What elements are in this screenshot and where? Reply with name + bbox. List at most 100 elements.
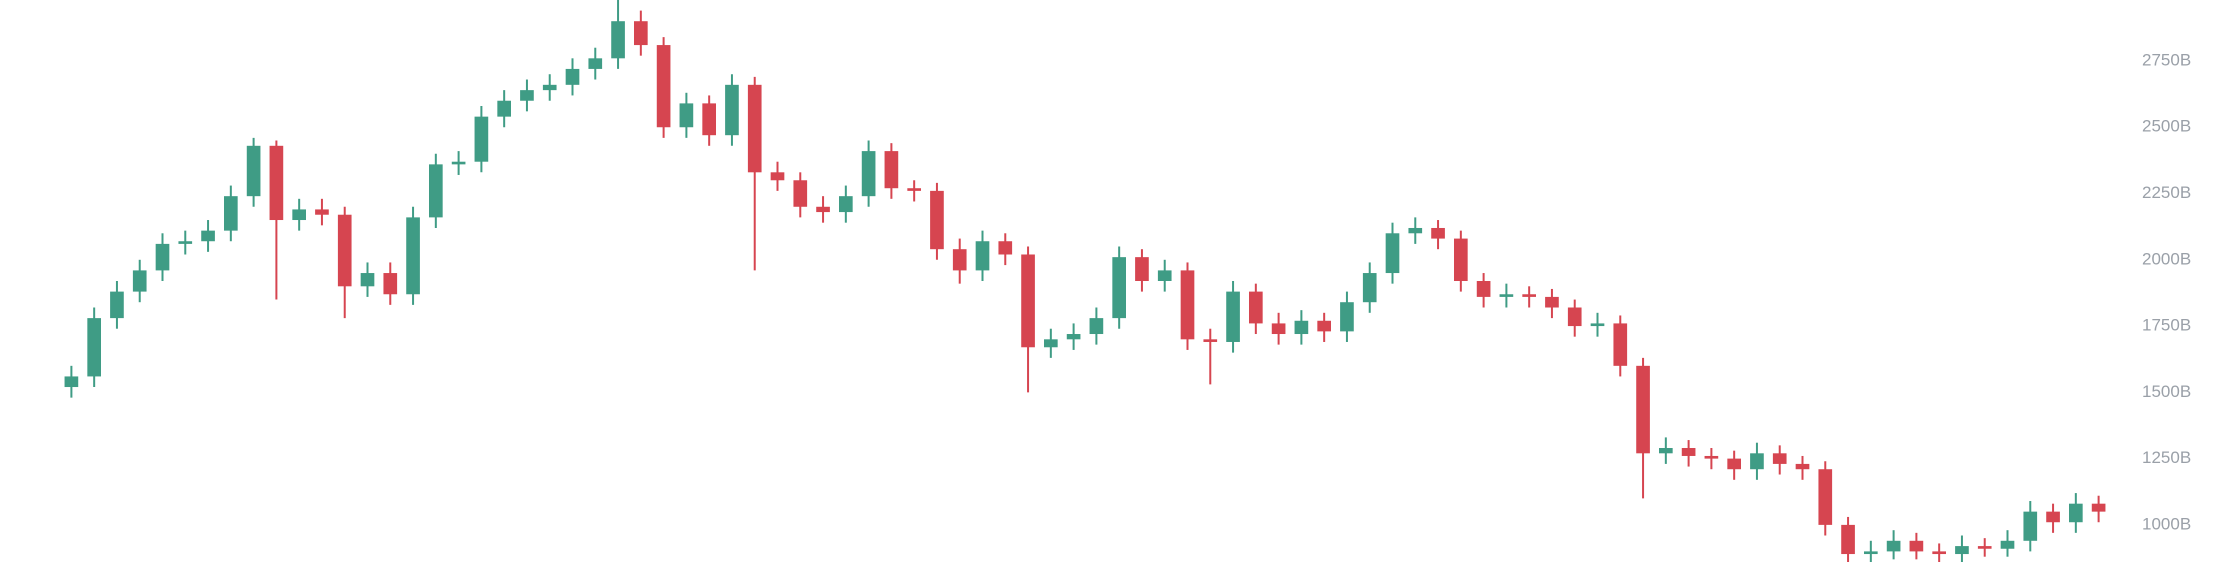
candle-body [292, 209, 306, 221]
candle-body [542, 84, 557, 91]
y-tick-label: 1750B [2142, 316, 2191, 335]
candle-body [1454, 238, 1468, 281]
candle-body [1841, 524, 1855, 555]
candle-body [656, 45, 671, 128]
candle-body [87, 318, 101, 377]
candle-body [201, 230, 215, 242]
candle-body [2023, 511, 2038, 541]
candle-body [406, 217, 420, 295]
candle-body [383, 273, 398, 295]
candle-body [1886, 540, 1901, 552]
candle-body [1476, 281, 1491, 297]
candle-body [246, 145, 261, 197]
y-tick-label: 1500B [2142, 382, 2191, 401]
candle-body [884, 151, 899, 189]
candle-body [1977, 546, 1992, 549]
candle-body [1408, 227, 1423, 234]
candle-body [907, 188, 921, 191]
candle-body [337, 214, 352, 287]
candle-body [1362, 273, 1377, 303]
candle-body [725, 84, 739, 136]
y-tick-label: 2750B [2142, 50, 2191, 69]
candle-body [224, 196, 238, 231]
candle-body [1636, 365, 1650, 454]
candle-body [1704, 455, 1719, 459]
candle-body [1385, 233, 1400, 274]
y-tick-label: 1000B [2142, 514, 2191, 533]
candle-body [1545, 296, 1559, 308]
candle-body [178, 241, 193, 244]
candle-body [1135, 257, 1149, 281]
candle-body [1590, 323, 1605, 327]
candle-body [565, 68, 580, 85]
candle-body [1089, 318, 1104, 335]
candle-body [1772, 453, 1787, 464]
y-tick-label: 2250B [2142, 183, 2191, 202]
candle-body [360, 273, 375, 287]
candle-body [861, 151, 876, 197]
candle-body [952, 249, 967, 271]
candle-body [1249, 291, 1263, 324]
candle-body [110, 291, 124, 319]
candle-body [497, 100, 511, 117]
candle-body [2000, 540, 2015, 549]
candle-body [1613, 323, 1628, 366]
candle-body [1340, 302, 1354, 332]
candle-body [1727, 458, 1741, 470]
candle-body [998, 241, 1013, 255]
candle-body [702, 103, 716, 136]
candle-body [429, 164, 443, 218]
candle-body [1431, 227, 1445, 239]
candle-body [679, 103, 694, 128]
candle-body [1750, 453, 1764, 470]
candle-body [1157, 270, 1172, 281]
candle-body [1818, 469, 1833, 525]
candle-body [975, 241, 990, 271]
y-tick-label: 2500B [2142, 117, 2191, 136]
candle-body [132, 270, 147, 292]
candle-body [1932, 551, 1946, 555]
candle-body [793, 180, 808, 207]
candle-body [1499, 294, 1514, 297]
candle-body [1271, 323, 1286, 335]
candle-body [64, 376, 79, 388]
candle-body [2091, 503, 2106, 512]
candle-body [634, 21, 648, 46]
candle-body [770, 172, 785, 181]
candle-body [1681, 448, 1696, 456]
candle-body [816, 206, 830, 213]
candle-body [1294, 320, 1309, 335]
candle-body [2069, 503, 2083, 523]
candle-body [930, 190, 944, 250]
candle-body [1659, 448, 1673, 454]
candle-body [1909, 540, 1924, 552]
candle-body [588, 58, 603, 69]
candle-body [520, 90, 534, 101]
candle-body [1044, 339, 1058, 348]
candle-body [1066, 334, 1081, 340]
candle-body [1955, 546, 1969, 555]
candle-body [1226, 291, 1240, 342]
candle-body [474, 116, 489, 162]
candle-body [1317, 320, 1331, 332]
candle-body [839, 196, 853, 213]
y-tick-label: 2000B [2142, 249, 2191, 268]
candle-body [451, 161, 466, 165]
candle-body [1203, 339, 1218, 342]
candle-body [611, 21, 625, 59]
candle-body [1180, 270, 1195, 340]
candle-body [2046, 511, 2060, 523]
y-tick-label: 1250B [2142, 448, 2191, 467]
candle-body [1021, 254, 1035, 348]
candle-body [1112, 257, 1126, 319]
candle-body [155, 243, 170, 271]
candle-body [315, 209, 329, 215]
candle-body [747, 84, 762, 173]
candle-body [1864, 551, 1878, 555]
candle-body [1567, 307, 1582, 327]
candle-body [1522, 294, 1536, 297]
candle-body [269, 145, 284, 221]
candle-body [1795, 463, 1810, 470]
